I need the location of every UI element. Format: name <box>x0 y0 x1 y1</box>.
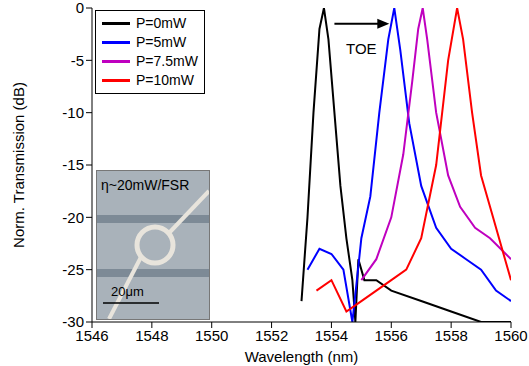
html-text:η~20mW/FSR: η~20mW/FSR <box>101 177 190 193</box>
svg-text:-25: -25 <box>62 261 84 278</box>
html-text:20μm: 20μm <box>111 284 144 299</box>
svg-text:1560: 1560 <box>494 327 527 344</box>
svg-text:1550: 1550 <box>195 327 228 344</box>
svg-text:0: 0 <box>76 0 84 16</box>
svg-text:-20: -20 <box>62 209 84 226</box>
html-text:P=5mW: P=5mW <box>136 34 187 50</box>
html-text:P=10mW: P=10mW <box>136 72 194 88</box>
html-text:P=7.5mW: P=7.5mW <box>136 53 198 69</box>
svg-text:1554: 1554 <box>315 327 348 344</box>
svg-text:1552: 1552 <box>255 327 288 344</box>
svg-text:1548: 1548 <box>135 327 168 344</box>
svg-text:Norm. Transmission (dB): Norm. Transmission (dB) <box>10 82 27 248</box>
svg-text:Wavelength (nm): Wavelength (nm) <box>245 348 359 365</box>
svg-text:1546: 1546 <box>75 326 109 344</box>
svg-text:-15: -15 <box>62 156 84 173</box>
svg-text:-10: -10 <box>62 104 84 121</box>
svg-text:-30: -30 <box>62 313 84 330</box>
svg-text:-5: -5 <box>71 52 84 69</box>
svg-text:1558: 1558 <box>434 327 467 344</box>
svg-text:1556: 1556 <box>375 327 408 344</box>
svg-text:TOE: TOE <box>346 40 377 57</box>
html-text:P=0mW: P=0mW <box>136 15 187 31</box>
